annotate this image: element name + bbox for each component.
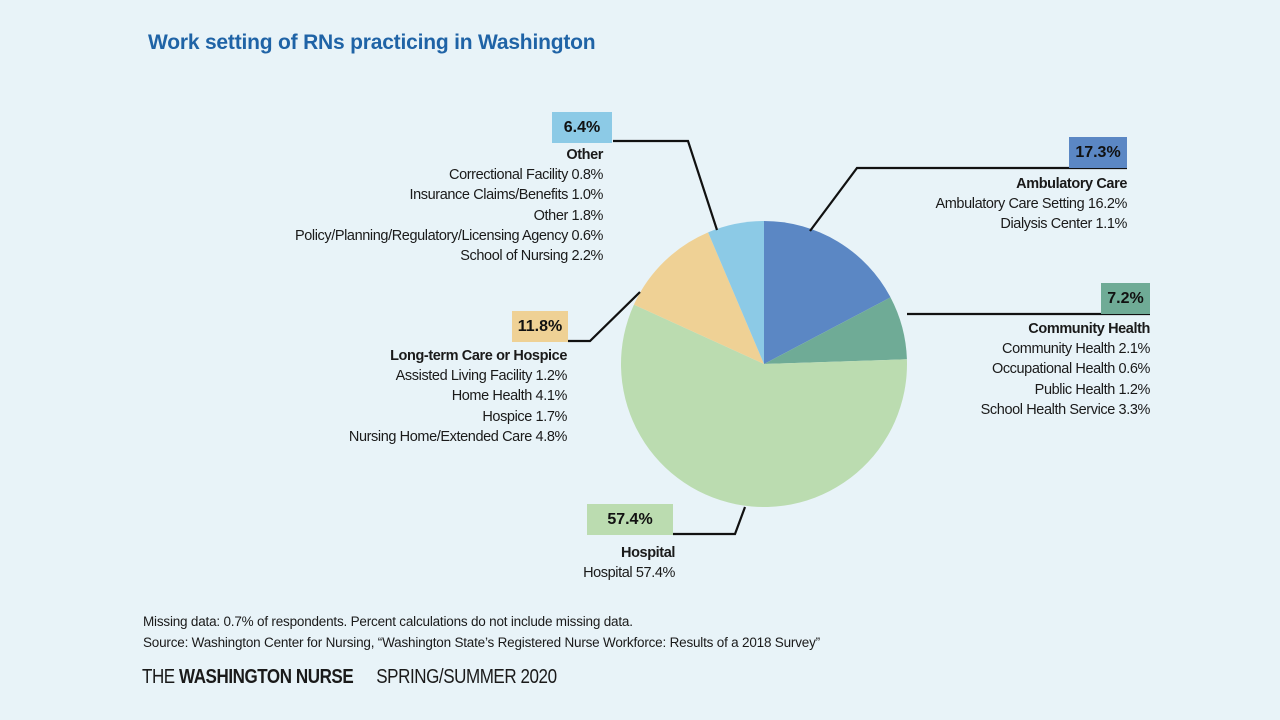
detail-item: School Health Service 3.3% (980, 401, 1151, 418)
leader-line-longterm (568, 291, 641, 343)
category-hospital: Hospital (621, 545, 675, 561)
category-longterm: Long-term Care or Hospice (390, 348, 567, 364)
legend-other: Other Correctional Facility 0.8% Insuran… (295, 145, 603, 266)
data-label-community: 7.2% (1101, 283, 1150, 314)
detail-item: Occupational Health 0.6% (991, 361, 1150, 378)
detail-item: Nursing Home/Extended Care 4.8% (348, 428, 568, 445)
pie-slice-long-term-care-or-hospice (633, 232, 764, 364)
source-note: Source: Washington Center for Nursing, “… (143, 635, 820, 650)
category-community: Community Health (1028, 321, 1150, 337)
pie-slice-other (708, 221, 764, 364)
detail-item: Home Health 4.1% (451, 388, 568, 405)
masthead: THE WASHINGTON NURSE SPRING/SUMMER 2020 (142, 666, 557, 689)
detail-item: Community Health 2.1% (1002, 341, 1150, 358)
pie-slice-hospital (621, 304, 907, 507)
detail-item: Ambulatory Care Setting 16.2% (935, 196, 1127, 213)
detail-item: Hospital 57.4% (583, 565, 675, 582)
detail-item: Policy/Planning/Regulatory/Licensing Age… (294, 227, 603, 244)
detail-item: Insurance Claims/Benefits 1.0% (409, 187, 603, 204)
detail-item: Assisted Living Facility 1.2% (395, 368, 568, 385)
chart-title: Work setting of RNs practicing in Washin… (148, 31, 596, 54)
pie-slice-community-health (764, 297, 907, 364)
detail-item: Public Health 1.2% (1034, 381, 1151, 398)
masthead-name: WASHINGTON NURSE (179, 666, 354, 688)
masthead-issue: SPRING/SUMMER 2020 (376, 666, 557, 688)
missing-data-note: Missing data: 0.7% of respondents. Perce… (143, 614, 633, 629)
category-ambulatory: Ambulatory Care (1016, 176, 1127, 192)
data-label-ambulatory: 17.3% (1069, 137, 1127, 168)
detail-item: Hospice 1.7% (482, 408, 567, 425)
data-label-other: 6.4% (552, 112, 612, 143)
detail-item: Other 1.8% (533, 207, 604, 224)
masthead-the: THE (142, 666, 175, 688)
leader-line-hospital (673, 506, 747, 536)
category-other: Other (566, 147, 603, 163)
leader-line-other (613, 139, 719, 231)
pie-slice-ambulatory-care (764, 221, 891, 364)
leader-line-ambulatory (809, 166, 1127, 232)
data-label-longterm: 11.8% (512, 311, 568, 342)
detail-item: Dialysis Center 1.1% (1000, 216, 1127, 233)
legend-longterm: Long-term Care or Hospice Assisted Livin… (348, 346, 568, 447)
detail-item: School of Nursing 2.2% (460, 248, 603, 265)
data-label-hospital: 57.4% (587, 504, 673, 535)
detail-item: Correctional Facility 0.8% (449, 167, 603, 184)
legend-ambulatory: Ambulatory Care Ambulatory Care Setting … (935, 174, 1127, 235)
legend-community: Community Health Community Health 2.1% O… (980, 319, 1151, 420)
legend-hospital: Hospital Hospital 57.4% (583, 543, 675, 583)
